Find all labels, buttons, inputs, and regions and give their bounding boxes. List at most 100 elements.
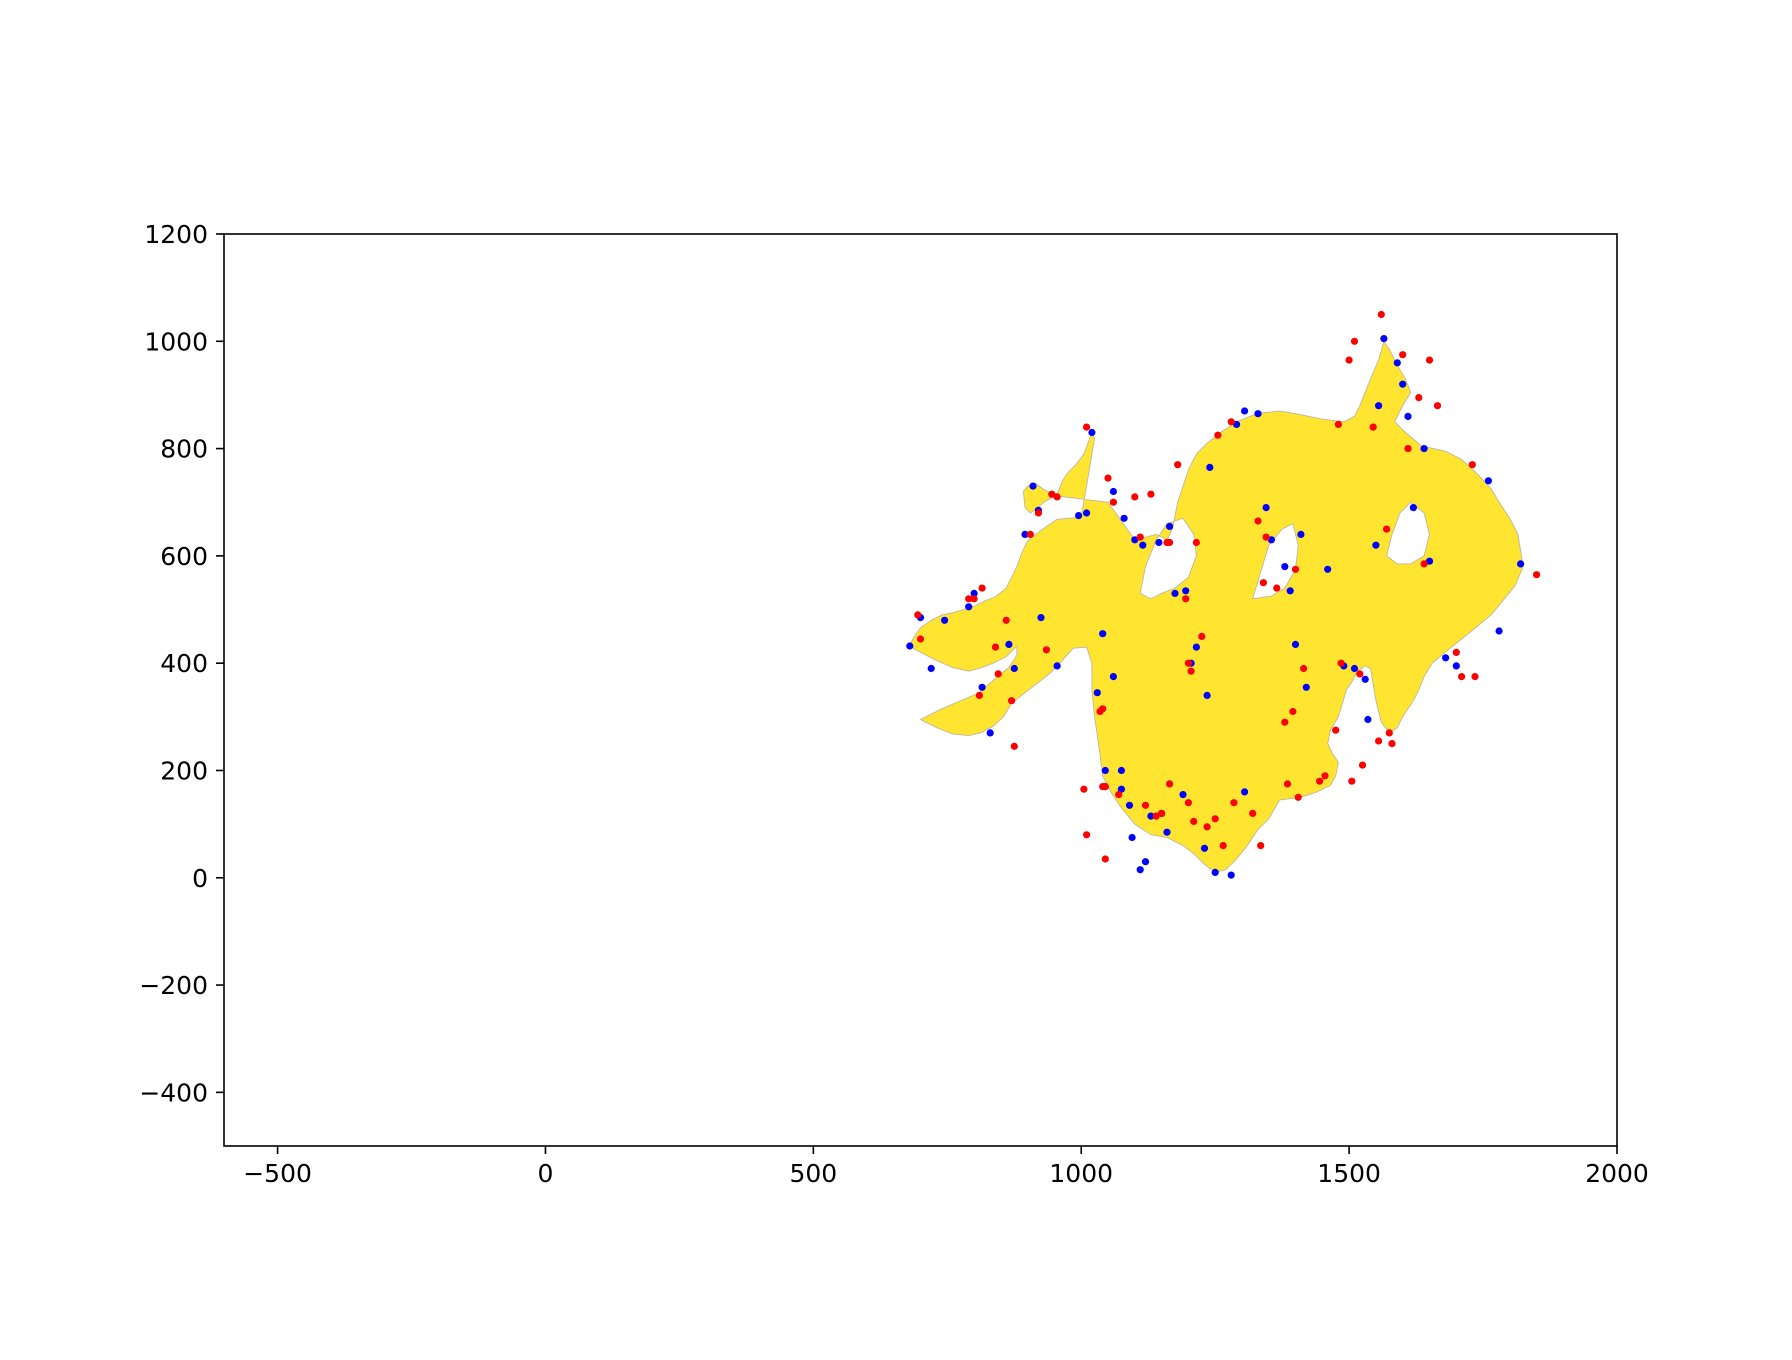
y-tick-label: 800 bbox=[160, 435, 208, 464]
data-point bbox=[1002, 616, 1010, 624]
data-point bbox=[1101, 855, 1109, 863]
data-point bbox=[1425, 557, 1434, 565]
data-point bbox=[1495, 627, 1503, 635]
data-point bbox=[1302, 683, 1310, 691]
data-point bbox=[1200, 844, 1209, 852]
data-point bbox=[1048, 490, 1056, 498]
data-point bbox=[1075, 511, 1083, 520]
data-point bbox=[1281, 563, 1289, 571]
data-point bbox=[1211, 868, 1219, 877]
data-point bbox=[1163, 828, 1171, 836]
data-point bbox=[1409, 504, 1417, 512]
data-point bbox=[1158, 809, 1166, 818]
data-point bbox=[965, 595, 973, 603]
data-point bbox=[1099, 630, 1107, 638]
data-point bbox=[1008, 697, 1016, 705]
data-point bbox=[1155, 538, 1163, 547]
data-point bbox=[1010, 742, 1018, 750]
data-point bbox=[1404, 412, 1412, 420]
data-point bbox=[1136, 533, 1144, 541]
data-point bbox=[1420, 560, 1428, 568]
data-point bbox=[1458, 673, 1466, 681]
data-point bbox=[1042, 646, 1050, 654]
data-point bbox=[1388, 740, 1396, 748]
data-point bbox=[1375, 402, 1383, 410]
data-point bbox=[1442, 654, 1450, 662]
data-point bbox=[1286, 587, 1294, 595]
data-point bbox=[1026, 530, 1034, 539]
data-point bbox=[1182, 587, 1190, 595]
data-point bbox=[1399, 351, 1407, 359]
data-point bbox=[1361, 675, 1369, 683]
data-point bbox=[1332, 726, 1340, 734]
data-point bbox=[1291, 640, 1300, 649]
data-point bbox=[1297, 530, 1305, 539]
data-point bbox=[1385, 729, 1393, 737]
data-point bbox=[1241, 407, 1249, 415]
data-point bbox=[1128, 833, 1136, 842]
data-point bbox=[1471, 673, 1479, 681]
data-point bbox=[994, 670, 1002, 678]
data-point bbox=[1348, 777, 1356, 785]
data-point bbox=[1125, 801, 1134, 809]
data-point bbox=[1334, 420, 1342, 428]
data-point bbox=[1364, 715, 1372, 724]
data-point bbox=[1034, 509, 1042, 517]
data-point bbox=[1517, 560, 1525, 568]
data-point bbox=[1262, 504, 1270, 512]
data-point bbox=[1283, 780, 1292, 788]
y-tick-label: 200 bbox=[160, 756, 208, 785]
data-point bbox=[1117, 766, 1125, 775]
data-point bbox=[916, 635, 925, 643]
data-point bbox=[1088, 428, 1096, 437]
data-point bbox=[1452, 662, 1460, 670]
data-point bbox=[1166, 538, 1174, 547]
data-point bbox=[1192, 538, 1200, 547]
data-point bbox=[1093, 689, 1101, 697]
data-point bbox=[1021, 530, 1029, 539]
data-point bbox=[1300, 664, 1308, 673]
data-point bbox=[1350, 664, 1359, 673]
data-point bbox=[1152, 812, 1160, 820]
data-point bbox=[1005, 640, 1013, 649]
data-point bbox=[1425, 356, 1434, 364]
data-point bbox=[1393, 359, 1401, 367]
data-point bbox=[906, 642, 914, 650]
data-point bbox=[1273, 584, 1281, 592]
data-point bbox=[1484, 477, 1492, 485]
data-point bbox=[1375, 737, 1383, 745]
data-point bbox=[941, 616, 949, 624]
data-point bbox=[986, 729, 994, 737]
plot-frame bbox=[223, 233, 1618, 1147]
data-point bbox=[1399, 380, 1407, 388]
data-point bbox=[1147, 490, 1155, 498]
data-point bbox=[1141, 801, 1150, 809]
data-point bbox=[1291, 565, 1300, 573]
data-point bbox=[1080, 785, 1088, 793]
x-tick-label: 1000 bbox=[1049, 1159, 1113, 1188]
x-axis: −500 0 500 1000 1500 2000 bbox=[243, 1146, 1649, 1188]
x-tick-label: 1500 bbox=[1317, 1159, 1381, 1188]
data-point bbox=[1053, 662, 1061, 670]
data-point bbox=[1141, 858, 1150, 866]
data-point bbox=[1184, 659, 1192, 667]
data-point bbox=[1230, 799, 1238, 807]
data-point bbox=[1369, 423, 1377, 431]
data-point bbox=[1101, 766, 1109, 775]
data-point bbox=[1257, 842, 1265, 850]
y-tick-label: 400 bbox=[160, 649, 208, 678]
data-point bbox=[1083, 509, 1091, 517]
data-point bbox=[1468, 461, 1476, 469]
data-point bbox=[1294, 793, 1302, 801]
data-point bbox=[1198, 632, 1206, 641]
data-point bbox=[1267, 536, 1275, 544]
data-point bbox=[975, 691, 984, 700]
data-point bbox=[1203, 823, 1211, 831]
data-point bbox=[927, 664, 935, 673]
data-point bbox=[1083, 423, 1091, 431]
data-point bbox=[1171, 589, 1179, 598]
y-tick-label: 1200 bbox=[144, 220, 208, 249]
data-point bbox=[1377, 310, 1385, 319]
data-point bbox=[965, 603, 973, 611]
